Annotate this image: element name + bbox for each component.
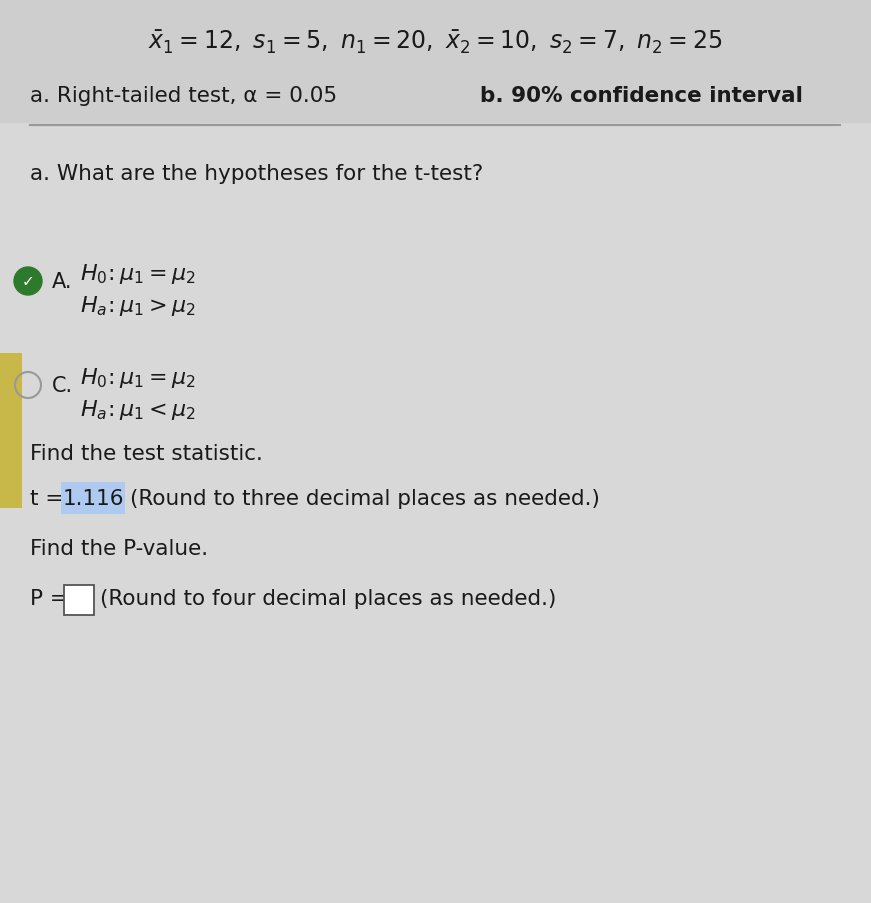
FancyBboxPatch shape — [64, 585, 94, 615]
Text: $H_a\!:\mu_1 > \mu_2$: $H_a\!:\mu_1 > \mu_2$ — [80, 293, 196, 318]
Text: $\bar{x}_1 = 12,\ s_1 = 5,\ n_1 = 20,\ \bar{x}_2 = 10,\ s_2 = 7,\ n_2 = 25$: $\bar{x}_1 = 12,\ s_1 = 5,\ n_1 = 20,\ \… — [148, 28, 722, 55]
Bar — [0, 0, 871, 124]
Text: $H_0\!:\mu_1 = \mu_2$: $H_0\!:\mu_1 = \mu_2$ — [80, 262, 196, 285]
Text: 1.116: 1.116 — [62, 489, 124, 508]
Circle shape — [14, 267, 42, 295]
Text: P =: P = — [30, 589, 75, 609]
Text: (Round to four decimal places as needed.): (Round to four decimal places as needed.… — [100, 589, 557, 609]
Text: b. 90% confidence interval: b. 90% confidence interval — [480, 86, 803, 106]
Text: C.: C. — [52, 376, 73, 396]
Text: Find the P-value.: Find the P-value. — [30, 538, 208, 558]
Text: $H_0\!:\mu_1 = \mu_2$: $H_0\!:\mu_1 = \mu_2$ — [80, 366, 196, 389]
FancyBboxPatch shape — [61, 482, 125, 515]
Text: Find the test statistic.: Find the test statistic. — [30, 443, 263, 463]
Text: A.: A. — [52, 272, 72, 292]
Text: ✓: ✓ — [22, 275, 34, 289]
Text: a. Right-tailed test, α = 0.05: a. Right-tailed test, α = 0.05 — [30, 86, 337, 106]
Text: t =: t = — [30, 489, 71, 508]
Text: (Round to three decimal places as needed.): (Round to three decimal places as needed… — [130, 489, 600, 508]
Text: $H_a\!:\mu_1 < \mu_2$: $H_a\!:\mu_1 < \mu_2$ — [80, 397, 196, 422]
Bar — [0, 354, 22, 508]
Text: a. What are the hypotheses for the t-test?: a. What are the hypotheses for the t-tes… — [30, 163, 483, 184]
